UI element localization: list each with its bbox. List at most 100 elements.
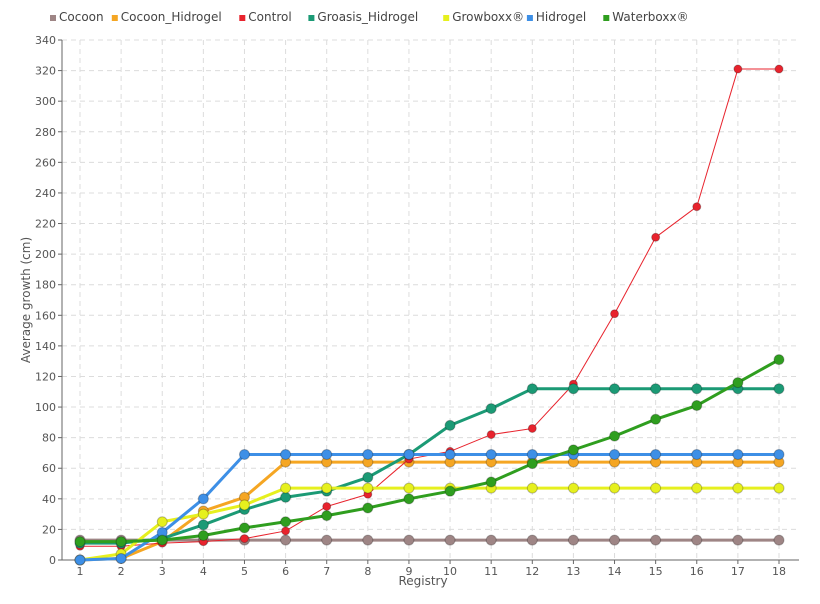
x-tick-label: 8 [364,565,371,578]
data-point [197,493,209,505]
series-2 [75,64,784,551]
data-point [773,482,785,494]
y-tick-label: 80 [42,432,56,445]
data-point [362,502,374,514]
y-tick-label: 180 [35,279,56,292]
x-tick-label: 17 [731,565,745,578]
y-tick-label: 20 [42,523,56,536]
legend-label: Hidrogel [536,10,586,24]
y-tick-label: 200 [35,248,56,261]
data-point [197,519,209,531]
data-point [526,448,538,460]
data-point [732,482,744,494]
y-tick-label: 220 [35,218,56,231]
data-point [74,536,86,548]
data-point [609,482,621,494]
series-3 [74,383,785,549]
data-point [567,534,579,546]
legend: Cocoon Cocoon_Hidrogel Control Groasis_Hidr… [50,10,689,24]
series-line [80,358,780,544]
axis-layer: 0 20 40 60 80 100 120 140 160 180 200 220 240 260 280 3… [35,34,799,578]
series-line [79,460,779,562]
x-axis-title: Registry [398,574,447,588]
data-point [650,482,662,494]
data-point [732,377,744,389]
legend-label: Cocoon_Hidrogel [121,10,222,24]
data-point [692,202,702,212]
y-axis-title: Average growth (cm) [19,237,33,363]
data-point [444,485,456,497]
legend-item: Control [239,10,292,24]
data-point [567,383,579,395]
y-tick-label: 160 [35,309,56,322]
legend-swatch [50,15,56,21]
data-point [485,534,497,546]
data-point [774,64,784,74]
x-tick-label: 12 [525,565,539,578]
data-point [650,448,662,460]
legend-item: Cocoon [50,10,104,24]
y-tick-label: 260 [35,156,56,169]
legend-swatch [308,15,315,21]
data-point [773,534,785,546]
series-5 [74,448,785,566]
y-tick-label: 300 [35,95,56,108]
data-point [567,482,579,494]
y-tick-label: 60 [42,462,56,475]
legend-swatch [603,15,610,21]
data-point [280,516,292,528]
data-point [403,493,415,505]
legend-swatch [526,15,533,21]
y-tick-label: 240 [35,187,56,200]
legend-label: Cocoon [59,10,104,24]
data-point [238,499,250,511]
x-tick-label: 3 [159,565,166,578]
x-tick-label: 10 [443,565,457,578]
legend-item: Cocoon_Hidrogel [111,10,222,24]
data-point [527,423,537,433]
data-point [362,534,374,546]
series-line [80,68,779,547]
x-tick-label: 6 [282,565,289,578]
data-point [197,530,209,542]
data-point [485,403,497,415]
data-point [526,458,538,470]
data-point [609,430,621,442]
data-point [74,554,86,566]
series-line [79,452,779,562]
data-point [280,534,292,546]
y-tick-label: 340 [35,34,56,47]
data-point [610,309,620,319]
series-6 [74,354,785,548]
legend-swatch [239,15,246,21]
series-1 [74,456,785,566]
x-tick-label: 2 [118,565,125,578]
data-point [321,534,333,546]
data-point [280,491,292,503]
legend-item: Hidrogel [526,10,586,24]
x-tick-label: 18 [772,565,786,578]
data-point [732,534,744,546]
data-point [526,383,538,395]
data-point [321,448,333,460]
data-point [362,482,374,494]
legend-label: Waterboxx® [612,10,688,24]
y-tick-label: 120 [35,370,56,383]
grid-layer [62,39,799,561]
legend-swatch [443,15,450,21]
series-line [80,387,779,545]
x-tick-label: 14 [608,565,622,578]
data-point [238,448,250,460]
data-point [239,534,249,544]
data-point [526,482,538,494]
data-point [773,354,785,366]
data-point [733,64,743,74]
data-point [280,448,292,460]
data-point [322,501,332,511]
y-tick-label: 280 [35,126,56,139]
legend-label: Control [248,10,291,24]
data-point [403,482,415,494]
data-point [281,526,291,536]
data-point [321,510,333,522]
data-point [403,448,415,460]
